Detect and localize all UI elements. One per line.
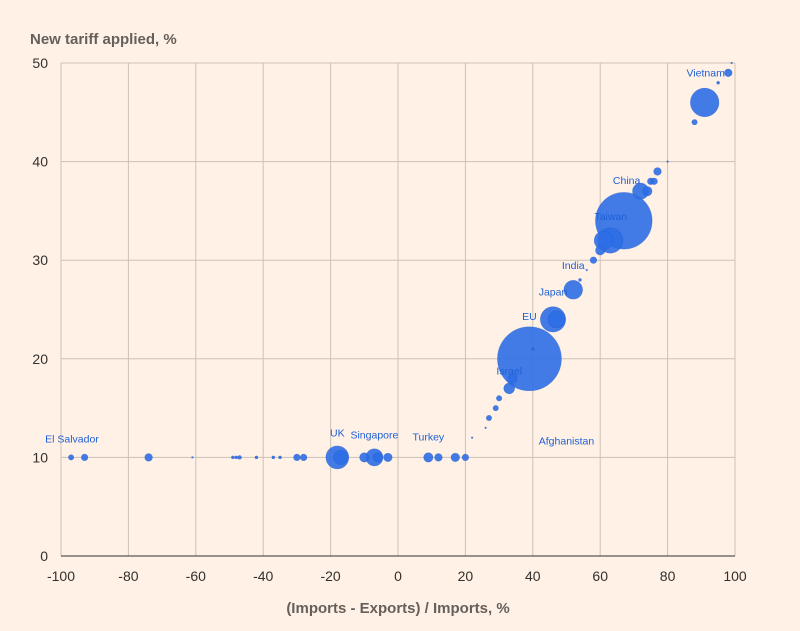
data-point	[496, 395, 503, 402]
data-point	[68, 454, 75, 461]
data-points	[68, 61, 733, 470]
data-point	[423, 452, 434, 463]
point-label: India	[562, 260, 585, 272]
data-point	[492, 405, 499, 412]
data-point	[231, 455, 235, 460]
data-point	[383, 452, 393, 462]
data-point	[650, 177, 658, 185]
data-point	[531, 347, 535, 351]
y-axis-title: New tariff applied, %	[30, 31, 177, 48]
data-point	[237, 455, 242, 460]
data-point	[503, 382, 515, 395]
data-point	[724, 68, 733, 77]
point-label: Turkey	[412, 431, 444, 443]
point-label: Vietnam	[686, 67, 725, 79]
x-tick-label: -60	[186, 568, 206, 584]
data-point	[293, 453, 301, 462]
point-label: EU	[522, 311, 537, 323]
data-point	[484, 426, 487, 429]
point-label: Japan	[539, 286, 568, 298]
x-tick-label: 40	[525, 568, 541, 584]
x-axis-title: (Imports - Exports) / Imports, %	[286, 600, 509, 617]
data-point	[372, 452, 383, 463]
data-point	[191, 456, 194, 459]
point-label: Afghanistan	[539, 435, 595, 447]
point-label: China	[613, 175, 641, 187]
x-tick-label: -20	[320, 568, 340, 584]
data-point	[497, 326, 562, 392]
point-label: UK	[330, 427, 345, 439]
x-tick-label: 60	[592, 568, 608, 584]
point-label: Singapore	[350, 429, 398, 441]
x-tick-label: 20	[458, 568, 474, 584]
data-point	[300, 453, 308, 462]
data-point	[691, 119, 698, 126]
data-point	[653, 167, 662, 176]
data-point	[563, 280, 583, 300]
x-tick-label: 0	[394, 568, 402, 584]
x-tick-label: 100	[723, 568, 747, 584]
data-point	[578, 278, 582, 282]
point-label: Israel	[496, 365, 522, 377]
data-point	[254, 455, 259, 460]
point-labels: El Salvador UK Singapore Turkey Afghanistan I…	[45, 67, 725, 447]
data-point	[470, 436, 474, 439]
y-tick-label: 40	[32, 154, 48, 170]
data-point	[485, 414, 492, 421]
data-point	[333, 449, 349, 465]
data-point	[589, 256, 598, 264]
y-tick-label: 10	[32, 449, 48, 465]
data-point	[716, 80, 720, 85]
data-point	[730, 61, 733, 65]
point-label: Taiwan	[594, 211, 627, 223]
data-point	[461, 453, 470, 462]
y-tick-label: 20	[32, 351, 48, 367]
y-tick-label: 30	[32, 252, 48, 268]
data-point	[234, 455, 239, 460]
data-point	[547, 310, 566, 329]
data-point	[450, 452, 460, 462]
data-point	[80, 453, 89, 462]
data-point	[595, 245, 606, 256]
data-point	[642, 186, 653, 197]
x-tick-label: -40	[253, 568, 273, 584]
gridlines	[60, 62, 736, 557]
data-point	[144, 453, 153, 462]
data-point	[271, 455, 276, 460]
y-tick-label: 0	[40, 548, 48, 564]
data-point	[666, 160, 669, 163]
data-point	[690, 87, 720, 118]
y-tick-label: 50	[32, 55, 48, 71]
tick-labels: -100 -80 -60 -40 -20 0 20 40 60 80 100 0 10 20 30 40 50	[32, 55, 746, 584]
data-point	[585, 268, 588, 272]
data-point	[507, 373, 518, 384]
data-point	[278, 455, 282, 460]
data-point	[359, 452, 370, 463]
x-tick-label: -100	[47, 568, 75, 584]
data-point	[434, 453, 443, 462]
point-label: El Salvador	[45, 433, 99, 445]
x-tick-label: 80	[660, 568, 676, 584]
x-tick-label: -80	[118, 568, 138, 584]
